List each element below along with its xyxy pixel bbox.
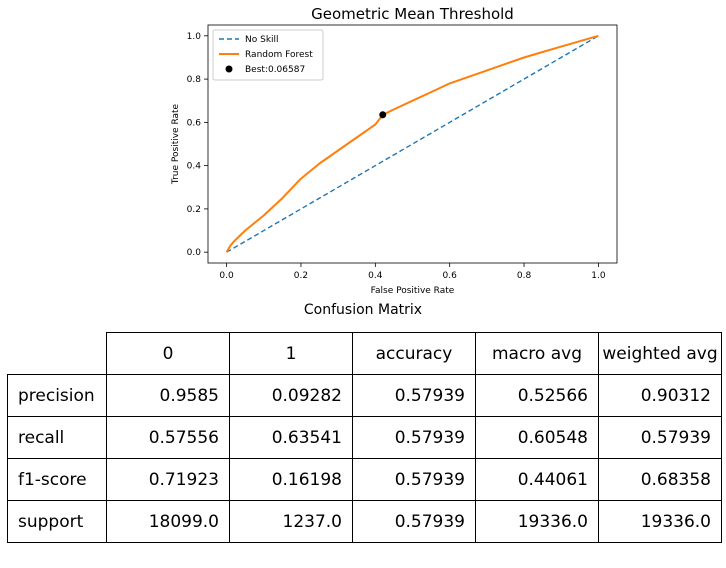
legend-label: Random Forest — [245, 50, 313, 60]
x-tick-label: 0.4 — [368, 271, 383, 281]
table-title: Confusion Matrix — [303, 302, 423, 318]
y-tick-label: 0.2 — [187, 205, 201, 215]
y-tick-label: 1.0 — [187, 32, 202, 42]
table-header-row: 0 1 accuracy macro avg weighted avg — [7, 332, 722, 375]
y-axis-label: True Positive Rate — [171, 103, 181, 185]
header-corner-cell — [7, 332, 107, 375]
roc-chart: Geometric Mean Threshold 0.0 0.2 0.4 0.6 0.8 1… — [171, 5, 618, 296]
column-header: weighted avg — [598, 332, 722, 375]
table-cell: 0.57939 — [352, 458, 476, 501]
best-threshold-marker — [379, 111, 387, 119]
y-tick-label: 0.0 — [187, 248, 202, 258]
y-tick-label: 0.6 — [187, 118, 202, 128]
table-cell: 0.9585 — [106, 374, 230, 417]
table-row: f1-score 0.71923 0.16198 0.57939 0.44061… — [7, 458, 722, 501]
table-cell: 0.57556 — [106, 416, 230, 459]
classification-report-table: 0 1 accuracy macro avg weighted avg prec… — [7, 332, 722, 543]
table-cell: 0.16198 — [229, 458, 353, 501]
x-tick-label: 0.6 — [443, 271, 458, 281]
table-cell: 0.57939 — [598, 416, 722, 459]
column-header: macro avg — [475, 332, 599, 375]
table-cell: 0.57939 — [352, 500, 476, 543]
table-cell: 0.60548 — [475, 416, 599, 459]
x-axis-label: False Positive Rate — [371, 286, 455, 296]
table-cell: 0.44061 — [475, 458, 599, 501]
table-cell: 0.71923 — [106, 458, 230, 501]
y-tick-label: 0.4 — [187, 162, 202, 172]
legend-label: Best:0.06587 — [245, 65, 305, 75]
table-cell: 0.90312 — [598, 374, 722, 417]
row-label: f1-score — [7, 458, 107, 501]
x-tick-label: 0.0 — [219, 271, 234, 281]
column-header: accuracy — [352, 332, 476, 375]
row-label: precision — [7, 374, 107, 417]
x-tick-label: 1.0 — [591, 271, 606, 281]
column-header: 0 — [106, 332, 230, 375]
x-tick-label: 0.2 — [294, 271, 308, 281]
legend-box — [212, 29, 324, 81]
row-label: support — [7, 500, 107, 543]
legend-swatch-best — [225, 65, 233, 73]
table-cell: 0.57939 — [352, 416, 476, 459]
table-row: precision 0.9585 0.09282 0.57939 0.52566… — [7, 374, 722, 417]
table-cell: 1237.0 — [229, 500, 353, 543]
column-header: 1 — [229, 332, 353, 375]
table-cell: 0.52566 — [475, 374, 599, 417]
chart-title: Geometric Mean Threshold — [311, 5, 514, 23]
table-cell: 19336.0 — [475, 500, 599, 543]
random-forest-line — [225, 34, 599, 253]
y-tick-label: 0.8 — [187, 75, 202, 85]
table-cell: 18099.0 — [106, 500, 230, 543]
table-cell: 19336.0 — [598, 500, 722, 543]
table-row: recall 0.57556 0.63541 0.57939 0.60548 0… — [7, 416, 722, 459]
table-cell: 0.09282 — [229, 374, 353, 417]
table-row: support 18099.0 1237.0 0.57939 19336.0 1… — [7, 500, 722, 543]
x-tick-label: 0.8 — [517, 271, 532, 281]
row-label: recall — [7, 416, 107, 459]
table-cell: 0.63541 — [229, 416, 353, 459]
plot-frame — [207, 24, 618, 264]
table-cell: 0.68358 — [598, 458, 722, 501]
legend-label: No Skill — [245, 35, 279, 45]
table-cell: 0.57939 — [352, 374, 476, 417]
